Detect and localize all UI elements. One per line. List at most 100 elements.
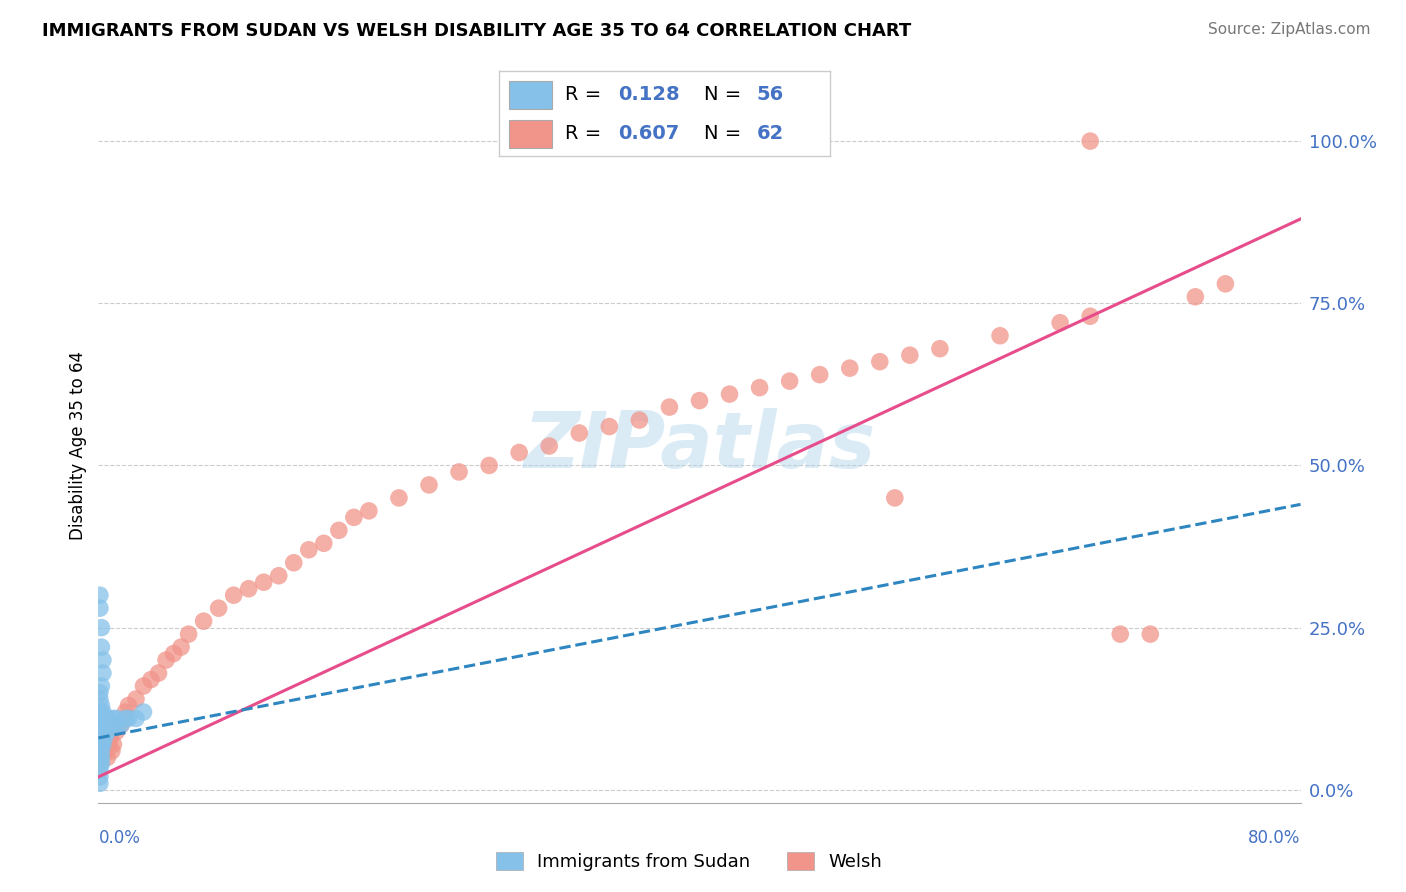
Point bbox=[929, 342, 952, 356]
Point bbox=[96, 718, 118, 732]
Point bbox=[117, 698, 139, 713]
Point bbox=[93, 718, 115, 732]
Point bbox=[89, 588, 111, 602]
Point bbox=[89, 692, 111, 706]
Point bbox=[110, 718, 132, 732]
Text: 56: 56 bbox=[756, 85, 785, 103]
Point bbox=[222, 588, 245, 602]
Text: 0.607: 0.607 bbox=[619, 124, 679, 143]
Point bbox=[103, 738, 125, 752]
Text: IMMIGRANTS FROM SUDAN VS WELSH DISABILITY AGE 35 TO 64 CORRELATION CHART: IMMIGRANTS FROM SUDAN VS WELSH DISABILIT… bbox=[42, 22, 911, 40]
Point bbox=[105, 724, 128, 739]
Point bbox=[298, 542, 321, 557]
Point bbox=[718, 387, 741, 401]
Point bbox=[90, 679, 112, 693]
Point bbox=[125, 711, 148, 725]
Point bbox=[779, 374, 801, 388]
FancyBboxPatch shape bbox=[509, 80, 553, 109]
Point bbox=[283, 556, 305, 570]
Legend: Immigrants from Sudan, Welsh: Immigrants from Sudan, Welsh bbox=[489, 845, 889, 879]
Point bbox=[107, 718, 129, 732]
Point bbox=[91, 738, 114, 752]
Point bbox=[114, 705, 136, 719]
Point bbox=[89, 770, 111, 784]
Point bbox=[1139, 627, 1161, 641]
Point bbox=[1184, 290, 1206, 304]
Point bbox=[89, 601, 111, 615]
Point bbox=[91, 744, 114, 758]
Point bbox=[748, 381, 770, 395]
Point bbox=[90, 738, 112, 752]
Point bbox=[1078, 310, 1101, 324]
Point bbox=[898, 348, 921, 362]
Point bbox=[103, 711, 125, 725]
Point bbox=[89, 731, 111, 745]
Point bbox=[97, 738, 120, 752]
Point bbox=[114, 711, 136, 725]
Point bbox=[343, 510, 366, 524]
Point bbox=[193, 614, 215, 628]
Point bbox=[89, 756, 111, 771]
Text: N =: N = bbox=[704, 85, 748, 103]
Point bbox=[132, 705, 155, 719]
Point bbox=[91, 705, 114, 719]
Point bbox=[93, 724, 115, 739]
Point bbox=[838, 361, 860, 376]
Point bbox=[89, 738, 111, 752]
Point bbox=[110, 718, 132, 732]
Point bbox=[447, 465, 470, 479]
Point bbox=[208, 601, 231, 615]
Point bbox=[89, 711, 111, 725]
Point bbox=[94, 711, 117, 725]
Point bbox=[658, 400, 681, 414]
Text: N =: N = bbox=[704, 124, 748, 143]
Point bbox=[101, 718, 124, 732]
Point bbox=[689, 393, 711, 408]
Point bbox=[418, 478, 440, 492]
Point bbox=[89, 756, 111, 771]
Point bbox=[90, 756, 112, 771]
Point bbox=[388, 491, 411, 505]
Point bbox=[1078, 134, 1101, 148]
Point bbox=[869, 354, 891, 368]
Point bbox=[148, 666, 170, 681]
Text: Source: ZipAtlas.com: Source: ZipAtlas.com bbox=[1208, 22, 1371, 37]
Point bbox=[89, 776, 111, 790]
Point bbox=[96, 724, 118, 739]
Point bbox=[538, 439, 561, 453]
Point bbox=[1215, 277, 1237, 291]
Point bbox=[132, 679, 155, 693]
Point bbox=[105, 711, 128, 725]
Point bbox=[117, 711, 139, 725]
Point bbox=[267, 568, 290, 582]
Point bbox=[238, 582, 260, 596]
Point bbox=[93, 738, 115, 752]
Text: 80.0%: 80.0% bbox=[1249, 829, 1301, 847]
FancyBboxPatch shape bbox=[509, 120, 553, 147]
Text: ZIPatlas: ZIPatlas bbox=[523, 408, 876, 484]
Point bbox=[1109, 627, 1132, 641]
Point bbox=[90, 711, 112, 725]
Point bbox=[170, 640, 193, 654]
Point bbox=[568, 425, 591, 440]
Point bbox=[91, 718, 114, 732]
Point bbox=[89, 764, 111, 778]
Point bbox=[125, 692, 148, 706]
Point bbox=[628, 413, 651, 427]
Point bbox=[90, 698, 112, 713]
Point bbox=[90, 750, 112, 764]
Point bbox=[89, 685, 111, 699]
Point bbox=[478, 458, 501, 473]
Point bbox=[155, 653, 177, 667]
Point bbox=[89, 724, 111, 739]
Point bbox=[598, 419, 620, 434]
Y-axis label: Disability Age 35 to 64: Disability Age 35 to 64 bbox=[69, 351, 87, 541]
Point bbox=[988, 328, 1011, 343]
Point bbox=[90, 640, 112, 654]
Point bbox=[90, 621, 112, 635]
Point bbox=[96, 750, 118, 764]
Point bbox=[89, 705, 111, 719]
Point bbox=[97, 718, 120, 732]
Point bbox=[253, 575, 276, 590]
Point bbox=[139, 673, 162, 687]
